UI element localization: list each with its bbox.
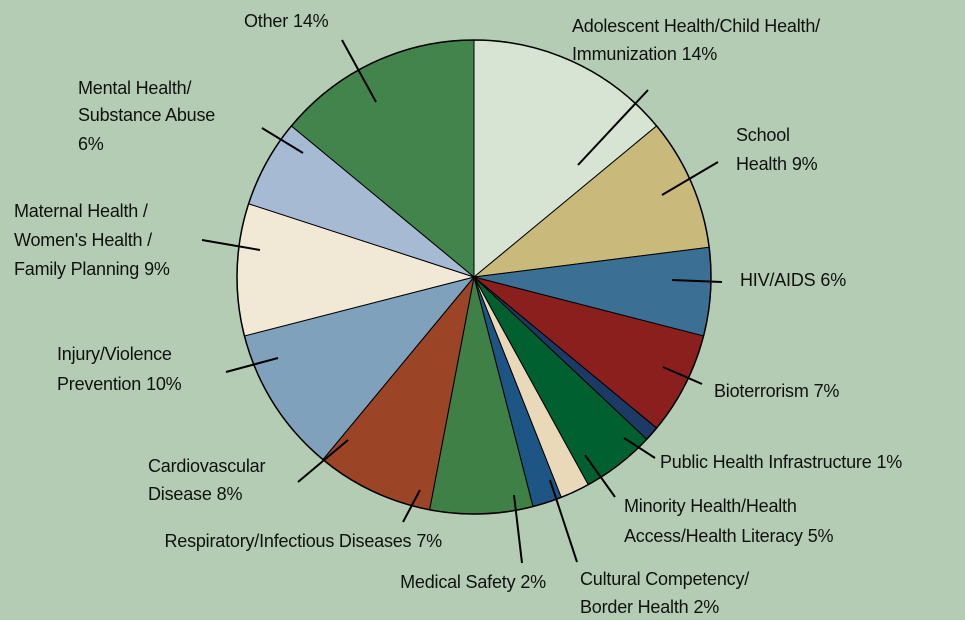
slice-value-label: 8% [217, 484, 243, 504]
leader-line [261, 127, 304, 154]
slice-label: Respiratory/Infectious Diseases [164, 531, 411, 551]
leader-line [341, 39, 377, 103]
slice-label: Women's Health / [14, 230, 152, 250]
slice-label: Access/Health Literacy [624, 526, 803, 546]
leader-line [513, 494, 523, 564]
leader-line [402, 489, 421, 523]
leader-line [584, 454, 616, 498]
leader-line [623, 437, 656, 459]
slice-value-label: 7% [416, 531, 442, 551]
slice-label: HIV/AIDS [740, 270, 816, 290]
slice-label: Cultural Competency/ [580, 569, 749, 589]
slice-value-label: 1% [877, 452, 903, 472]
slice-label: Cardiovascular [148, 456, 265, 476]
slice-value-label: 5% [808, 526, 834, 546]
slice-label: Adolescent Health/Child Health/ [572, 16, 820, 36]
slice-label: Mental Health/ [78, 78, 191, 98]
leader-line [662, 366, 703, 385]
slice-value-label: 6% [78, 134, 104, 154]
slice-label: Substance Abuse [78, 105, 215, 125]
slice-value-label: 9% [144, 259, 170, 279]
leader-line [225, 357, 279, 373]
slice-label: Public Health Infrastructure [660, 452, 872, 472]
slice-value-label: 14% [293, 11, 329, 31]
leader-line [549, 479, 578, 563]
slice-value-label: 6% [820, 270, 846, 290]
slice-value-label: 7% [814, 381, 840, 401]
pie-outline [236, 39, 712, 515]
slice-label: Border Health [580, 597, 688, 617]
slice-value-label: 14% [682, 44, 718, 64]
leader-line [297, 439, 349, 483]
slice-value-label: 10% [146, 374, 182, 394]
leader-line [671, 279, 723, 283]
slice-label: Minority Health/Health [624, 496, 797, 516]
leader-line [577, 89, 649, 166]
slice-label: Maternal Health / [14, 201, 148, 221]
slice-label: Bioterrorism [714, 381, 809, 401]
slice-label: School [736, 125, 790, 145]
slice-label: Other [244, 11, 288, 31]
slice-label: Medical Safety [400, 572, 515, 592]
leader-line [201, 239, 261, 251]
slice-value-label: 2% [520, 572, 546, 592]
slice-label: Family Planning [14, 259, 139, 279]
leader-line [661, 161, 719, 196]
slice-label: Disease [148, 484, 212, 504]
slice-label: Health [736, 154, 787, 174]
slice-label: Immunization [572, 44, 677, 64]
slice-label: Prevention [57, 374, 141, 394]
slice-value-label: 9% [792, 154, 818, 174]
slice-label: Injury/Violence [57, 344, 172, 364]
slice-value-label: 2% [693, 597, 719, 617]
